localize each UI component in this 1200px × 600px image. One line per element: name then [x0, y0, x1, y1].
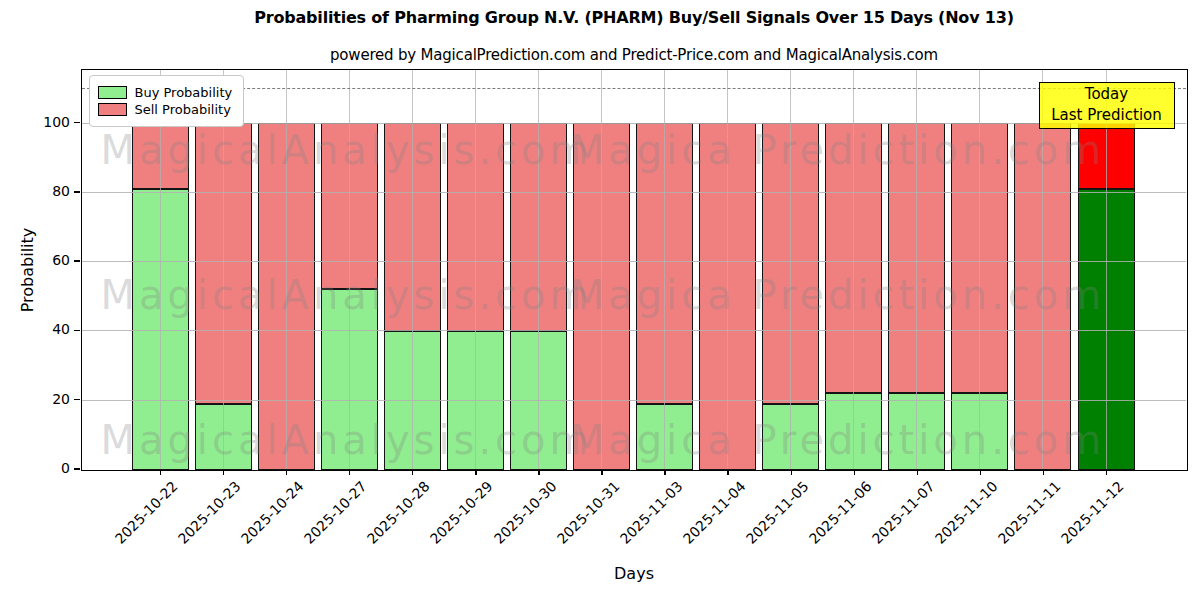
x-tick-mark [601, 470, 602, 475]
y-tick-mark [74, 122, 80, 123]
watermark-text: Magica Prediction.com [570, 127, 1106, 173]
x-tick-label: 2025-10-30 [490, 478, 559, 547]
x-tick-label: 2025-11-07 [869, 478, 938, 547]
buy-probability-swatch [98, 86, 127, 99]
y-tick-label: 20 [30, 391, 70, 407]
y-tick-mark [74, 399, 80, 400]
legend-entry-buy: Buy Probability [98, 85, 233, 100]
chart-title: Probabilities of Pharming Group N.V. (PH… [82, 8, 1186, 27]
h-gridline [82, 400, 1186, 401]
x-tick-mark [664, 470, 665, 475]
x-tick-mark [475, 470, 476, 475]
h-gridline [82, 261, 1186, 262]
x-tick-mark [412, 470, 413, 475]
annotation-line-last-prediction: Last Prediction [1040, 105, 1174, 126]
y-tick-mark [74, 468, 80, 469]
x-tick-mark [980, 470, 981, 475]
legend-label-buy: Buy Probability [135, 85, 233, 100]
x-tick-label: 2025-11-05 [743, 478, 812, 547]
x-axis-label: Days [82, 564, 1186, 583]
watermark-text: Magica Prediction.com [570, 272, 1106, 318]
x-tick-mark [791, 470, 792, 475]
legend-label-sell: Sell Probability [135, 102, 231, 117]
x-tick-label: 2025-10-23 [175, 478, 244, 547]
x-tick-label: 2025-11-10 [932, 478, 1001, 547]
y-tick-mark [74, 330, 80, 331]
v-gridline [1106, 70, 1107, 469]
x-tick-label: 2025-11-12 [1058, 478, 1127, 547]
x-tick-label: 2025-10-27 [301, 478, 370, 547]
y-tick-label: 100 [30, 114, 70, 130]
y-tick-mark [74, 260, 80, 261]
x-tick-label: 2025-10-31 [553, 478, 622, 547]
legend: Buy Probability Sell Probability [89, 75, 245, 127]
x-tick-label: 2025-10-22 [112, 478, 181, 547]
x-tick-mark [538, 470, 539, 475]
y-tick-label: 40 [30, 321, 70, 337]
dashed-threshold-line [82, 88, 1186, 89]
sell-probability-swatch [98, 103, 127, 116]
x-tick-label: 2025-11-11 [995, 478, 1064, 547]
x-tick-label: 2025-10-24 [238, 478, 307, 547]
x-tick-mark [349, 470, 350, 475]
x-tick-label: 2025-11-04 [680, 478, 749, 547]
x-tick-mark [854, 470, 855, 475]
x-tick-mark [1106, 470, 1107, 475]
watermark-text: MagicalAnalysis.com [100, 127, 592, 173]
y-tick-label: 80 [30, 183, 70, 199]
y-tick-label: 60 [30, 252, 70, 268]
x-tick-mark [160, 470, 161, 475]
x-tick-label: 2025-10-28 [364, 478, 433, 547]
x-tick-mark [1043, 470, 1044, 475]
h-gridline [82, 192, 1186, 193]
x-tick-mark [727, 470, 728, 475]
chart-subtitle: powered by MagicalPrediction.com and Pre… [82, 46, 1186, 64]
legend-entry-sell: Sell Probability [98, 102, 233, 117]
y-tick-label: 0 [30, 460, 70, 476]
y-tick-mark [74, 191, 80, 192]
watermark-text: Magica Prediction.com [570, 417, 1106, 463]
h-gridline [82, 330, 1186, 331]
annotation-line-today: Today [1040, 84, 1174, 105]
y-axis-label: Probability [18, 228, 37, 313]
chart-figure: Probabilities of Pharming Group N.V. (PH… [0, 0, 1200, 600]
x-tick-label: 2025-11-06 [806, 478, 875, 547]
x-tick-mark [917, 470, 918, 475]
watermark-text: MagicalAnalysis.com [100, 417, 592, 463]
h-gridline [82, 123, 1186, 124]
plot-area: Buy Probability Sell Probability Today L… [81, 69, 1188, 471]
today-annotation: Today Last Prediction [1039, 82, 1175, 129]
watermark-text: MagicalAnalysis.com [100, 272, 592, 318]
x-tick-label: 2025-11-03 [617, 478, 686, 547]
x-tick-mark [286, 470, 287, 475]
x-tick-label: 2025-10-29 [427, 478, 496, 547]
x-tick-mark [223, 470, 224, 475]
